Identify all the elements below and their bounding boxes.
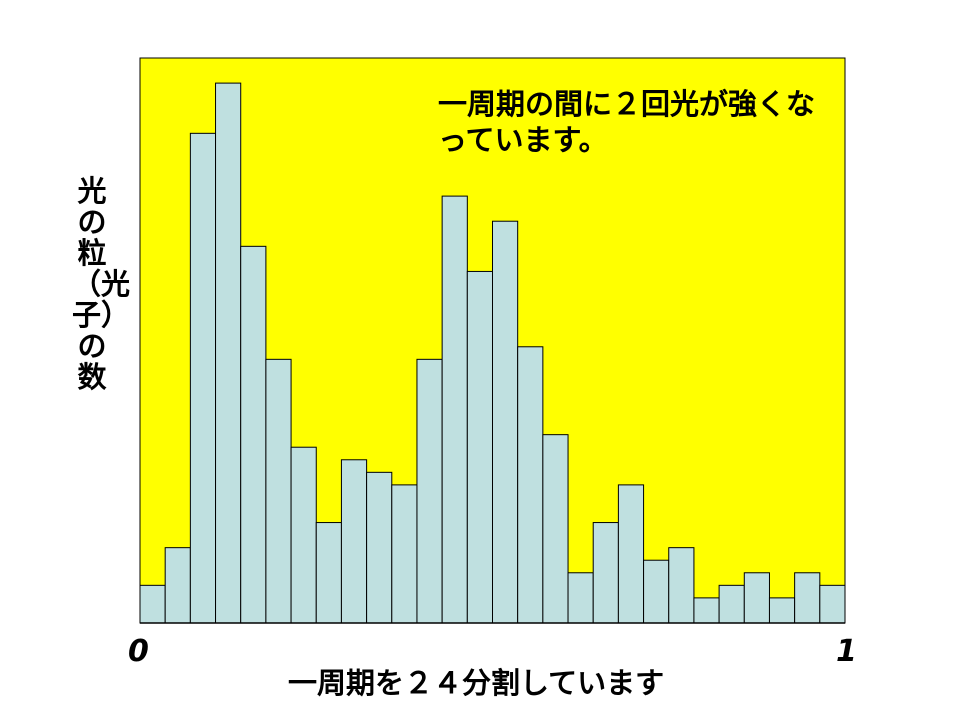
- histogram-bar-25: [768, 597, 796, 624]
- histogram-bar-14: [492, 220, 519, 624]
- histogram-bar-18: [592, 522, 619, 624]
- histogram-bar-9: [366, 471, 393, 624]
- y-axis-label: 光の粒（光子）の数: [72, 174, 131, 394]
- histogram-bar-4: [240, 245, 267, 624]
- histogram-bar-0: [139, 584, 166, 624]
- chart-annotation: 一周期の間に２回光が強くなっています。: [438, 87, 816, 157]
- histogram-bar-19: [617, 484, 645, 624]
- x-tick-label-0: 0: [128, 634, 149, 669]
- histogram-bar-8: [340, 459, 368, 624]
- histogram-bar-17: [567, 572, 594, 624]
- histogram-bar-1: [164, 547, 191, 624]
- bars-group: [139, 82, 846, 624]
- histogram-bar-16: [542, 434, 569, 624]
- histogram-bar-13: [466, 270, 494, 624]
- histogram-bar-2: [189, 132, 217, 624]
- histogram-bar-11: [416, 358, 443, 624]
- histogram-bar-27: [819, 584, 846, 624]
- histogram-bar-26: [794, 572, 821, 624]
- histogram-bar-3: [215, 82, 242, 624]
- histogram-bar-21: [668, 547, 695, 624]
- histogram-bar-5: [265, 358, 292, 624]
- histogram-bar-7: [315, 522, 342, 624]
- histogram-bar-20: [643, 559, 670, 624]
- x-tick-label-1: 1: [836, 634, 857, 669]
- histogram-bar-24: [743, 572, 770, 624]
- histogram-bar-23: [718, 584, 745, 624]
- histogram-bar-10: [391, 484, 418, 624]
- histogram-bar-22: [693, 597, 720, 624]
- x-axis-label: 一周期を２４分割しています: [288, 666, 665, 700]
- histogram-bar-6: [290, 446, 317, 624]
- histogram-bar-15: [517, 346, 544, 624]
- histogram-bar-12: [441, 195, 468, 624]
